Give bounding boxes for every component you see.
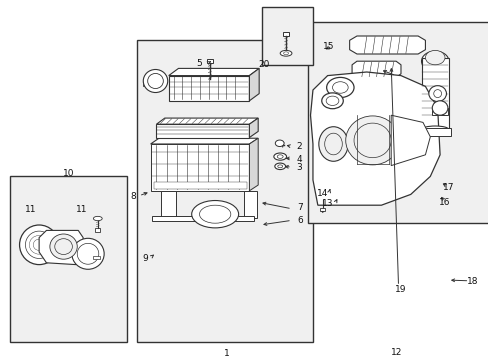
Bar [10,176,127,342]
Text: 2: 2 [296,142,302,151]
Ellipse shape [431,101,447,115]
Ellipse shape [50,234,77,259]
Ellipse shape [72,238,104,269]
Bar [431,108,447,115]
Polygon shape [320,211,324,213]
Polygon shape [150,144,249,191]
Ellipse shape [326,77,353,98]
Bar [307,22,488,223]
Text: 3: 3 [296,163,302,172]
Polygon shape [168,76,249,101]
Polygon shape [249,138,258,191]
Ellipse shape [421,126,448,133]
Bar [421,58,448,130]
Bar [261,7,312,65]
Polygon shape [168,68,259,76]
Text: 8: 8 [130,192,136,201]
Polygon shape [349,36,425,54]
Text: 6: 6 [297,216,303,225]
Text: 1: 1 [224,349,229,358]
Ellipse shape [345,116,399,165]
Polygon shape [244,191,256,218]
Polygon shape [161,191,176,218]
Text: 18: 18 [466,277,478,286]
Text: 10: 10 [62,169,74,178]
Bar [154,182,246,189]
Text: 17: 17 [442,183,454,192]
Bar [419,128,450,136]
Bar [143,81,161,86]
Text: 7: 7 [297,202,303,212]
Polygon shape [351,61,400,77]
Ellipse shape [425,50,444,65]
Polygon shape [150,138,258,144]
Bar [95,228,100,232]
Text: 20: 20 [258,60,269,69]
Bar [137,40,312,342]
Ellipse shape [143,69,167,93]
Text: 11: 11 [76,205,88,214]
Text: 14: 14 [316,189,328,198]
Text: 12: 12 [390,348,402,357]
Ellipse shape [428,86,446,102]
Polygon shape [310,72,439,205]
Text: 5: 5 [196,59,202,68]
Text: 4: 4 [296,155,302,163]
Bar [93,256,100,259]
Bar [206,59,212,63]
Ellipse shape [20,225,59,265]
Polygon shape [249,68,259,101]
Ellipse shape [321,93,343,109]
Text: 15: 15 [322,42,334,51]
Ellipse shape [273,153,286,160]
Ellipse shape [275,140,284,147]
Text: 19: 19 [394,285,406,294]
Ellipse shape [421,51,448,71]
Polygon shape [249,118,258,138]
Text: 9: 9 [142,254,148,263]
Ellipse shape [191,201,238,228]
Ellipse shape [318,127,347,161]
Polygon shape [39,230,83,265]
Polygon shape [156,124,249,138]
Polygon shape [390,115,429,166]
Polygon shape [156,118,258,124]
Bar [151,216,254,221]
Ellipse shape [280,50,291,56]
Text: 11: 11 [24,205,36,214]
Text: 13: 13 [321,199,333,208]
Text: 16: 16 [438,198,450,207]
Bar [320,208,325,211]
Ellipse shape [274,163,285,170]
Bar [283,32,288,36]
Ellipse shape [93,216,102,221]
